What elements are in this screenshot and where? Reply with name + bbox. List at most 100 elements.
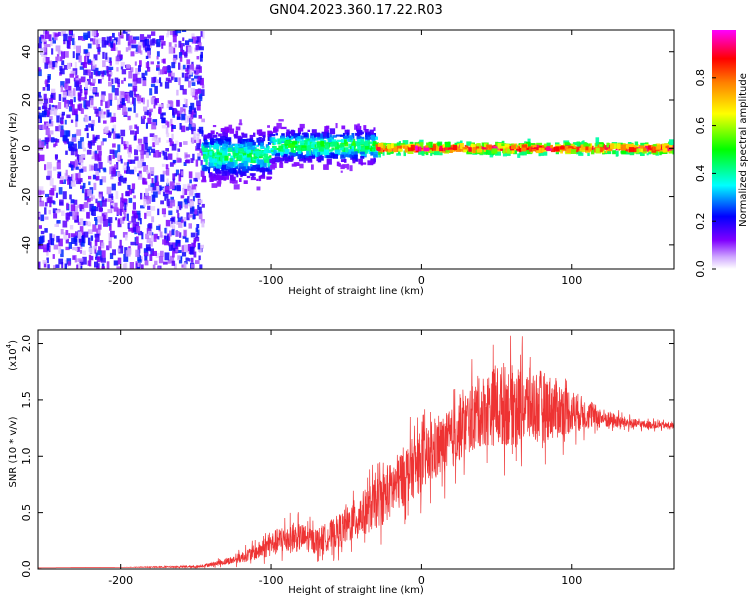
spectrogram-cell	[254, 148, 260, 153]
spectrogram-cell	[44, 137, 50, 143]
spectrogram-cell	[196, 56, 200, 60]
spectrogram-cell	[323, 165, 329, 169]
spectrogram-cell	[108, 74, 111, 81]
spectrogram-cell	[113, 202, 118, 211]
spectrogram-cell	[76, 154, 80, 162]
spectrogram-cell	[101, 257, 106, 263]
spectrogram-cell	[65, 230, 69, 236]
spectrogram-cell	[229, 158, 233, 164]
spectrogram-cell	[607, 148, 613, 152]
spectrogram-cell	[564, 142, 570, 148]
spectrogram-cell	[172, 108, 175, 116]
spectrogram-cell	[181, 72, 185, 78]
spectrogram-cell	[138, 230, 143, 236]
spectrogram-cell	[198, 126, 204, 134]
spectrogram-cell	[147, 34, 151, 39]
spectrogram-cell	[138, 65, 141, 72]
spectrogram-cell	[560, 146, 565, 150]
spectrogram-cell	[171, 133, 174, 140]
spectrogram-cell	[178, 62, 181, 70]
spectrogram-cell	[188, 64, 191, 73]
spectrogram-cell	[669, 139, 674, 146]
spectrogram-cell	[110, 202, 115, 207]
spectrogram-cell	[406, 145, 409, 150]
spectrogram-cell	[273, 127, 278, 133]
spectrogram-cell	[61, 60, 65, 66]
spectrogram-cell	[56, 235, 60, 243]
spectrogram-cell	[255, 151, 261, 157]
spectrogram-cell	[82, 250, 86, 255]
spectrogram-cell	[192, 196, 195, 202]
spectrogram-cell	[166, 132, 170, 138]
spectrogram-cell	[259, 150, 265, 154]
spectrogram-cell	[75, 119, 78, 128]
spectrogram-cell	[182, 184, 187, 190]
spectrogram-cell	[122, 208, 125, 215]
spectrogram-cell	[250, 141, 256, 146]
spectrogram-cell	[86, 198, 91, 203]
spectrogram-cell	[201, 118, 205, 123]
spectrogram-cell	[79, 168, 84, 173]
spectrogram-cell	[214, 143, 220, 150]
spectrogram-cell	[140, 192, 143, 200]
spectrogram-cell	[65, 212, 71, 220]
spectrogram-cell	[167, 100, 173, 104]
spectrogram-cell	[109, 223, 112, 231]
spectrogram-cell	[127, 159, 132, 164]
spectrogram-cell	[159, 82, 163, 87]
spectrogram-cell	[61, 262, 64, 269]
y-tick-label: 0.5	[20, 504, 33, 522]
spectrogram-cell	[233, 155, 236, 159]
spectrogram-cell	[115, 47, 118, 51]
spectrogram-cell	[40, 230, 45, 235]
spectrogram-cell	[176, 99, 180, 107]
spectrogram-cell	[109, 166, 113, 175]
spectrogram-cell	[143, 252, 149, 257]
spectrogram-cell	[85, 124, 89, 131]
spectrogram-cell	[112, 167, 116, 175]
spectrogram-cell	[95, 134, 100, 140]
spectrogram-cell	[423, 146, 430, 152]
spectrogram-cell	[107, 112, 112, 117]
spectrogram-cell	[370, 134, 376, 141]
spectrogram-cell	[65, 169, 68, 176]
spectrogram-cell	[143, 136, 148, 144]
spectrogram-cell	[115, 217, 118, 221]
spectrogram-cell	[311, 155, 316, 159]
spectrogram-cell	[63, 232, 68, 240]
spectrogram-cell	[313, 135, 317, 138]
spectrogram-cell	[185, 126, 189, 131]
spectrogram-cell	[66, 202, 69, 209]
spectrogram-cell	[116, 37, 121, 45]
spectrogram-cell	[76, 258, 80, 263]
spectrogram-cell	[585, 146, 589, 151]
spectrogram-cell	[157, 191, 161, 195]
spectrogram-cell	[147, 151, 151, 156]
spectrogram-cell	[359, 151, 365, 155]
spectrogram-cell	[620, 150, 627, 154]
spectrogram-cell	[346, 132, 349, 138]
spectrogram-cell	[198, 211, 203, 220]
spectrogram-cell	[267, 125, 270, 128]
spectrogram-cell	[586, 143, 591, 147]
spectrogram-cell	[666, 145, 669, 152]
spectrogram-cell	[311, 164, 314, 170]
spectrogram-cell	[112, 124, 117, 132]
spectrogram-cell	[218, 139, 224, 145]
spectrogram-cell	[131, 183, 136, 190]
spectrogram-cell	[288, 156, 291, 159]
spectrogram-cell	[111, 85, 115, 93]
spectrogram-cell	[171, 242, 176, 250]
spectrogram-cell	[515, 144, 518, 147]
spectrogram-cell	[81, 141, 85, 148]
spectrogram-cell	[60, 56, 63, 62]
spectrogram-cell	[141, 144, 145, 151]
spectrogram-cell	[149, 240, 153, 247]
spectrogram-cell	[337, 163, 340, 167]
spectrogram-cell	[318, 146, 324, 152]
spectrogram-cell	[125, 30, 131, 33]
spectrogram-cell	[122, 263, 127, 269]
spectrogram-cell	[234, 134, 238, 139]
spectrogram-cell	[50, 94, 54, 99]
spectrogram-cell	[101, 114, 106, 119]
